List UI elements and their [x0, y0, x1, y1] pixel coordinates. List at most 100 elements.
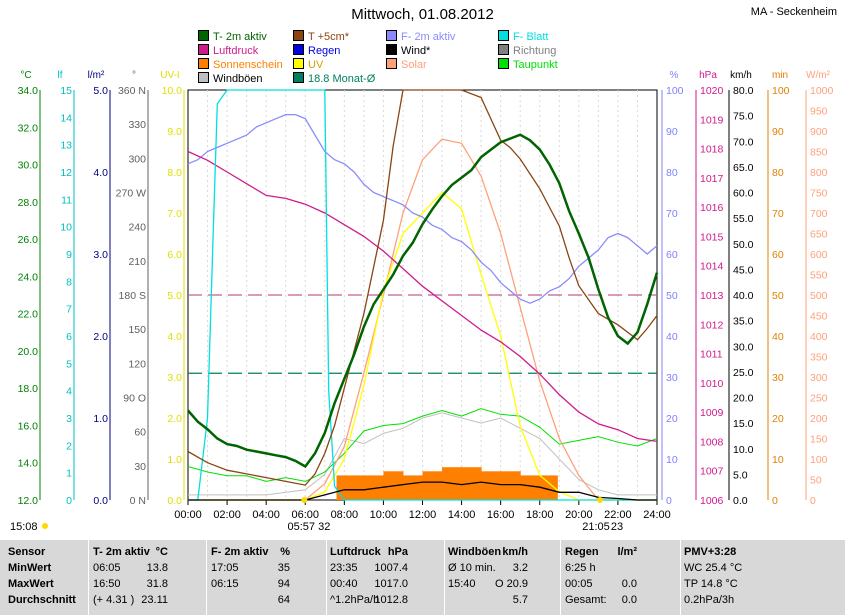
series-line-solar [188, 138, 657, 501]
tick-label-wind: 25.0 [733, 367, 754, 379]
tick-label-dir: 270 W [116, 188, 146, 200]
sunshine-bar [422, 471, 443, 500]
series-line-uv [188, 191, 657, 501]
sunshine-bar [363, 475, 384, 500]
tick-label-solar: 600 [810, 249, 828, 261]
sunset-marker [597, 497, 604, 503]
tick-label-dir: 150 [128, 324, 146, 336]
tick-label-uv: 8.0 [167, 167, 182, 179]
tick-label-hum: 10 [666, 454, 678, 466]
table-cell: Durchschnitt [8, 594, 76, 606]
tick-label-temp: 34.0 [18, 85, 39, 97]
legend-label: UV [308, 59, 324, 71]
table-cell: 1012.8 [374, 594, 408, 606]
table-cell: 13.8 [146, 562, 168, 574]
legend-label: Regen [308, 45, 341, 57]
table-cell: 0.0 [621, 578, 637, 590]
series-line-wind [188, 481, 657, 501]
legend-item-t-5cm: T +5cm* [293, 30, 349, 44]
x-tick-label: 08:00 [331, 509, 359, 521]
tick-label-temp: 18.0 [18, 383, 39, 395]
table-cell: 00:05 [565, 578, 593, 590]
table-divider [206, 540, 207, 615]
station-name: MA - Seckenheim [750, 6, 837, 18]
tick-label-dir: 60 [134, 427, 146, 439]
legend-swatch [386, 30, 397, 41]
tick-label-leaf: 2 [66, 440, 72, 452]
tick-label-temp: 32.0 [18, 122, 39, 134]
tick-label-rain: 4.0 [93, 167, 108, 179]
table-cell: 5.7 [512, 594, 528, 606]
table-cell: F- 2m aktiv [211, 546, 269, 558]
tick-label-wind: 50.0 [733, 239, 754, 251]
tick-label-wind: 45.0 [733, 264, 754, 276]
sunset-suffix: 23 [611, 521, 623, 533]
legend-item-uv: UV [293, 58, 323, 72]
tick-label-temp: 30.0 [18, 160, 39, 172]
tick-label-pressure: 1010 [700, 378, 724, 390]
sunshine-bar [481, 471, 502, 500]
legend-item-solar: Solar [386, 58, 427, 72]
tick-label-wind: 10.0 [733, 444, 754, 456]
x-tick-label: 22:00 [604, 509, 632, 521]
legend-label: Taupunkt [513, 59, 558, 71]
tick-label-dir: 300 [128, 153, 146, 165]
tick-label-hum: 50 [666, 290, 678, 302]
legend-swatch [198, 72, 209, 83]
axis-unit-hum: % [670, 70, 679, 81]
tick-label-pressure: 1012 [700, 319, 724, 331]
tick-label-solar: 300 [810, 372, 828, 384]
table-cell: Luftdruck [330, 546, 381, 558]
axis-unit-solar: W/m² [806, 70, 831, 81]
axis-unit-temp: °C [20, 70, 31, 81]
tick-label-pressure: 1009 [700, 407, 724, 419]
legend-item-f-blatt: F- Blatt [498, 30, 548, 44]
table-cell: l/m² [617, 546, 637, 558]
tick-label-temp: 20.0 [18, 346, 39, 358]
legend-label: Richtung [513, 45, 557, 57]
sunrise-time: 05:57 [288, 521, 316, 533]
tick-label-solar: 650 [810, 229, 828, 241]
x-tick-label: 12:00 [409, 509, 437, 521]
tick-label-solar: 800 [810, 167, 828, 179]
tick-label-sunmin: 100 [772, 85, 790, 97]
table-cell: (+ 4.31 ) [93, 594, 135, 606]
legend-item-wind: Wind* [386, 44, 430, 58]
axis-unit-sunmin: min [772, 70, 788, 81]
table-cell: hPa [387, 546, 408, 558]
x-tick-label: 18:00 [526, 509, 554, 521]
tick-label-uv: 4.0 [167, 331, 182, 343]
legend-swatch [498, 44, 509, 55]
table-cell: 0.2hPa/3h [684, 594, 735, 606]
tick-label-pressure: 1006 [700, 495, 724, 507]
table-cell: 00:40 [330, 578, 358, 590]
table-cell: MaxWert [8, 578, 54, 590]
tick-label-uv: 7.0 [167, 208, 182, 220]
tick-label-hum: 80 [666, 167, 678, 179]
tick-label-solar: 150 [810, 434, 828, 446]
axis-unit-rain: l/m² [88, 70, 105, 81]
tick-label-hum: 90 [666, 126, 678, 138]
legend-item-regen: Regen [293, 44, 340, 58]
tick-label-leaf: 1 [66, 468, 72, 480]
table-divider [444, 540, 445, 615]
legend-item-taupunkt: Taupunkt [498, 58, 558, 72]
axis-unit-leaf: lf [58, 70, 63, 81]
tick-label-sunmin: 80 [772, 167, 784, 179]
tick-label-solar: 500 [810, 290, 828, 302]
axis-unit-dir: ° [132, 70, 136, 81]
tick-label-hum: 60 [666, 249, 678, 261]
tick-label-wind: 60.0 [733, 188, 754, 200]
tick-label-wind: 0.0 [733, 495, 748, 507]
x-tick-label: 04:00 [252, 509, 280, 521]
table-cell: 0.0 [621, 594, 637, 606]
tick-label-solar: 100 [810, 454, 828, 466]
table-cell: 23.11 [141, 594, 168, 606]
table-cell: WC 25.4 °C [684, 562, 743, 574]
legend-swatch [198, 58, 209, 69]
tick-label-wind: 75.0 [733, 111, 754, 123]
tick-label-solar: 700 [810, 208, 828, 220]
tick-label-leaf: 10 [60, 222, 72, 234]
tick-label-dir: 210 [128, 256, 146, 268]
legend-swatch [293, 72, 304, 83]
